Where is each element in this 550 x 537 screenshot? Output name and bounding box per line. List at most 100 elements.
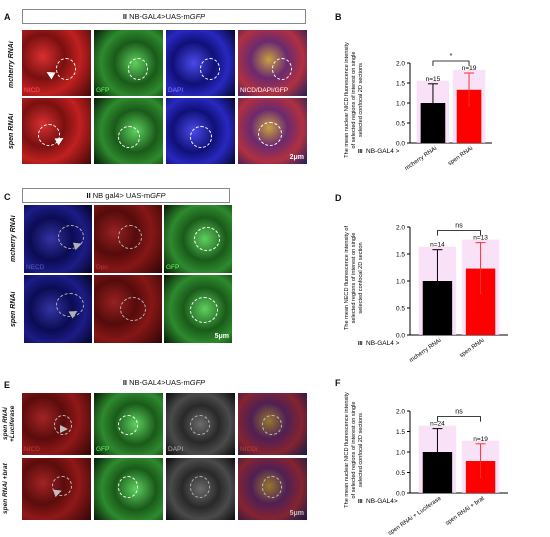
chart-f: 0.0 0.5 1.0 1.5 2.0 The mean nuclear NICD flu…: [344, 392, 508, 537]
image-a-r1-gfp: GFP: [94, 30, 163, 96]
category-label-f-1: spen RNAi + brat: [445, 496, 486, 527]
x-prefix-f: NB-GAL4>: [366, 498, 398, 505]
panel-label-d: D: [335, 193, 342, 203]
n-label-f-0: n=24: [430, 421, 445, 428]
y-tick-label-f-2: 1.0: [396, 450, 405, 457]
genotype-a-text: NB-GAL4>UAS-m: [129, 12, 190, 21]
scale-bar-a: 2μm: [289, 154, 304, 161]
image-c-r1-necd: NECD: [24, 205, 92, 273]
genotype-c: II NB gal4> UAS-mGFP: [22, 188, 230, 203]
category-label-d-0: mcherry RNAi: [409, 338, 443, 364]
significance-bracket-b: [432, 60, 470, 66]
row-label-c2: spen RNAi: [10, 291, 17, 327]
genotype-e-prefix: II: [122, 378, 127, 387]
genotype-c-text: NB gal4> UAS-m: [92, 191, 151, 200]
panel-label-b: B: [335, 12, 342, 22]
significance-label-b: *: [450, 53, 453, 60]
y-tick-label-d-2: 1.0: [396, 279, 405, 286]
x-prefix-mark-b: III: [358, 149, 363, 155]
y-axis-label-f: The mean nuclear NICD fluorescence inten…: [344, 392, 364, 508]
image-c-r1-dpn: Dpn: [94, 205, 162, 273]
x-prefix-mark-f: III: [358, 499, 363, 505]
y-tick-label-d-1: 0.5: [396, 306, 405, 313]
y-axis-label-line-f-2: selected confocal 2D sections: [358, 413, 364, 487]
significance-bracket-d: [437, 230, 481, 236]
row-label-c1: mcherry RNAi: [10, 215, 17, 263]
image-e-r2-dapi: [166, 458, 235, 520]
chart-d: 0.0 0.5 1.0 1.5 2.0 The mean NECD fluorescenc…: [344, 223, 508, 364]
genotype-e-ital: GFP: [189, 378, 206, 387]
y-tick-label-d-4: 2.0: [396, 225, 405, 232]
x-prefix-d: NB-GAL4 >: [366, 340, 400, 347]
image-a-r1-merge: NICD/DAPI/GFP: [238, 30, 307, 96]
image-e-r1-merge: NICD/: [238, 393, 307, 455]
y-axis-label-line-b-1: of selected regions of interest on singl…: [351, 51, 357, 148]
image-a-r1-dapi: DAPI: [166, 30, 235, 96]
significance-bracket-f: [437, 416, 481, 422]
scale-bar-c: 5μm: [214, 333, 229, 340]
panel-label-e: E: [4, 380, 11, 390]
genotype-e: II NB-GAL4>UAS-mGFP: [22, 376, 306, 389]
y-axis-label-line-b-2: selected confocal 2D sections: [358, 63, 364, 137]
panel-label-a: A: [4, 12, 11, 22]
image-e-r2-merge: 5μm: [238, 458, 307, 520]
y-tick-label-d-0: 0.0: [396, 333, 405, 340]
category-label-b-0: mcherry RNAi: [404, 146, 438, 172]
n-label-f-1: n=19: [473, 436, 488, 443]
y-axis-label-line-d-2: selected confocal 2D section: [358, 242, 364, 313]
y-tick-label-d-3: 1.5: [396, 252, 405, 259]
image-e-r2-gfp: [94, 458, 163, 520]
category-label-b-1: spen RNAi: [447, 146, 474, 167]
panel-label-f: F: [335, 378, 341, 388]
y-tick-label-f-4: 2.0: [396, 409, 405, 416]
image-c-r2-necd: [24, 275, 92, 343]
genotype-c-ital: GFP: [150, 191, 166, 200]
y-axis-label-line-f-1: of selected regions of interest on singl…: [351, 401, 357, 498]
n-label-d-0: n=14: [430, 242, 445, 249]
image-e-r2-nicd: [22, 458, 91, 520]
genotype-a-ital: GFP: [189, 12, 206, 21]
n-label-b-0: n=15: [426, 76, 441, 83]
image-a-r2-dapi: [166, 98, 235, 164]
row-label-e1: spen RNAi +Luciferase: [2, 405, 16, 443]
genotype-a: II NB-GAL4>UAS-mGFP: [22, 9, 306, 24]
chart-b: 0.0 0.5 1.0 1.5 2.0 The mean nuclear NICD flu…: [344, 42, 492, 172]
y-axis-label-line-b-0: The mean nuclear NICD fluorescence inten…: [344, 42, 350, 158]
n-label-b-1: n=19: [462, 65, 477, 72]
panel-label-c: C: [4, 192, 11, 202]
scale-bar-e: 5μm: [289, 510, 304, 517]
image-e-r1-dapi: DAPI: [166, 393, 235, 455]
row-label-a1: mcherry RNAi: [8, 41, 15, 89]
y-tick-label-b-1: 0.5: [396, 121, 405, 128]
significance-label-f: ns: [455, 409, 463, 416]
row-label-a2: spen RNAi: [8, 113, 15, 149]
y-tick-label-f-1: 0.5: [396, 470, 405, 477]
y-axis-label-line-d-0: The mean NECD fluorescence intensity of: [344, 225, 350, 330]
row-label-e2: spen RNAi +brat: [2, 463, 9, 515]
significance-label-d: ns: [455, 223, 463, 230]
image-e-r1-gfp: GFP: [94, 393, 163, 455]
x-prefix-mark-d: III: [358, 341, 363, 347]
image-c-r2-gfp: 5μm: [164, 275, 232, 343]
y-tick-label-f-0: 0.0: [396, 491, 405, 498]
image-e-r1-nicd: NICD: [22, 393, 91, 455]
image-a-r2-merge: 2μm: [238, 98, 307, 164]
genotype-a-prefix: II: [122, 12, 127, 21]
category-label-d-1: spen RNAi: [459, 338, 486, 359]
genotype-c-prefix: II: [86, 191, 91, 200]
y-tick-label-b-2: 1.0: [396, 101, 405, 108]
y-tick-label-f-3: 1.5: [396, 429, 405, 436]
genotype-e-text: NB-GAL4>UAS-m: [129, 378, 190, 387]
y-axis-label-b: The mean nuclear NICD fluorescence inten…: [344, 42, 364, 158]
image-c-r2-dpn: [94, 275, 162, 343]
y-axis-label-line-d-1: selected regions of interest on single: [351, 233, 357, 324]
image-a-r1-nicd: NICD: [22, 30, 91, 96]
image-c-r1-gfp: GFP: [164, 205, 232, 273]
image-a-r2-nicd: [22, 98, 91, 164]
image-a-r2-gfp: [94, 98, 163, 164]
y-tick-label-b-4: 2.0: [396, 61, 405, 68]
y-tick-label-b-3: 1.5: [396, 81, 405, 88]
y-axis-label-line-f-0: The mean nuclear NICD fluorescence inten…: [344, 392, 350, 508]
n-label-d-1: n=13: [473, 235, 488, 242]
y-tick-label-b-0: 0.0: [396, 141, 405, 148]
